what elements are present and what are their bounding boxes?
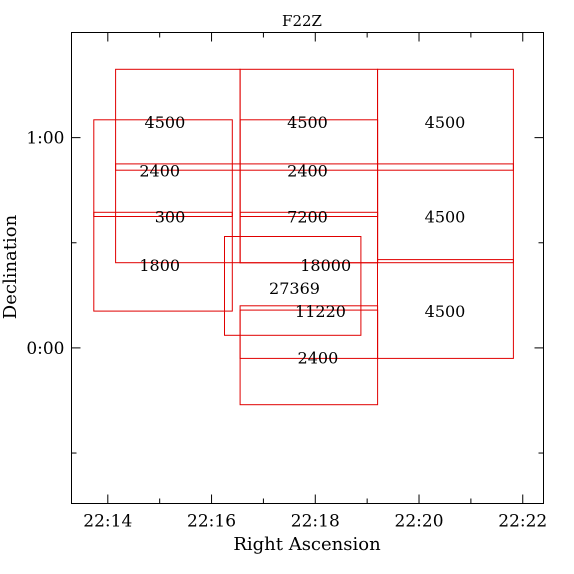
chart-title: F22Z <box>282 12 322 30</box>
exposure-label-4: 2400 <box>139 161 180 180</box>
y-tick-label-1: 1:00 <box>26 129 64 149</box>
exposure-label-7: 7200 <box>287 208 328 227</box>
exposure-label-5: 2400 <box>287 161 328 180</box>
exposure-label-14: 2400 <box>298 348 339 367</box>
x-tick-label-2: 22:16 <box>187 512 236 532</box>
x-tick-label-1: 22:14 <box>83 512 132 532</box>
exposure-label-11: 27369 <box>269 279 320 298</box>
y-axis-label: Declination <box>0 214 21 319</box>
exposure-label-13: 4500 <box>425 302 466 321</box>
ticks-layer: 22:14 22:16 22:18 22:20 22:22 1:00 0:00 <box>26 32 547 532</box>
field-rect-9 <box>377 68 514 264</box>
exposure-label-12: 11220 <box>295 302 346 321</box>
exposure-label-3: 4500 <box>425 113 466 132</box>
field-rect-12 <box>93 211 233 218</box>
exposure-labels-layer: 4500 4500 4500 2400 2400 300 7200 4500 1800 18000… <box>139 113 466 367</box>
plot-frame <box>71 32 544 504</box>
exposure-label-8: 4500 <box>425 208 466 227</box>
exposure-label-9: 1800 <box>139 256 180 275</box>
field-rect-8 <box>224 236 362 336</box>
y-tick-label-2: 0:00 <box>26 339 64 359</box>
x-tick-label-3: 22:18 <box>291 512 340 532</box>
field-rect-10 <box>377 259 514 359</box>
exposure-label-6: 300 <box>155 208 186 227</box>
exposure-label-1: 4500 <box>145 113 186 132</box>
exposure-label-2: 4500 <box>287 113 328 132</box>
fields-layer <box>93 68 514 406</box>
field-rect-11 <box>115 163 514 171</box>
x-tick-label-5: 22:22 <box>498 512 547 532</box>
x-tick-label-4: 22:20 <box>395 512 444 532</box>
exposure-label-10: 18000 <box>300 256 351 275</box>
x-axis-label: Right Ascension <box>233 534 381 555</box>
